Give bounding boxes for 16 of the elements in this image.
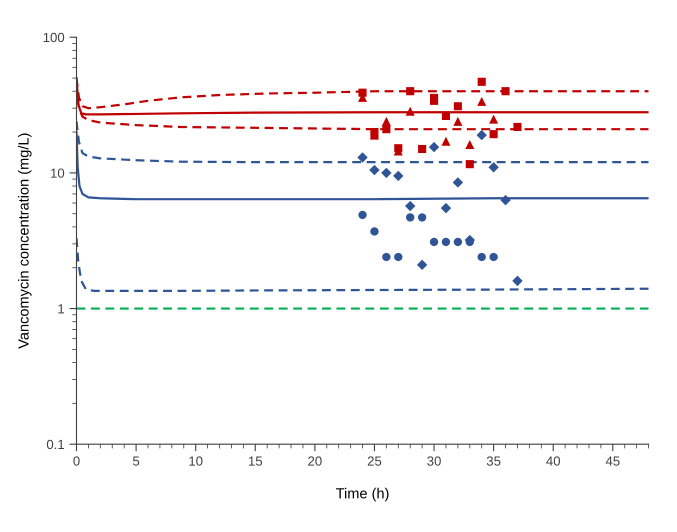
y-tick-label: 10	[51, 168, 64, 178]
x-axis-title: Time (h)	[336, 488, 388, 502]
x-tick-label: 35	[486, 456, 500, 466]
x-tick-label: 15	[248, 456, 262, 466]
x-tick-label: 45	[606, 456, 620, 466]
y-tick-label: 100	[44, 32, 64, 42]
y-axis-title: Vancomycin concentration (mg/L)	[18, 134, 32, 349]
x-tick-label: 25	[368, 456, 382, 466]
x-tick-label: 5	[132, 456, 140, 466]
x-tick-label: 10	[189, 456, 203, 466]
x-tick-label: 20	[308, 456, 322, 466]
x-tick-label: 40	[546, 456, 560, 466]
y-tick-label: 0.1	[46, 440, 64, 450]
y-tick-label: 1	[58, 304, 64, 314]
x-tick-label: 30	[427, 456, 441, 466]
x-tick-label: 0	[73, 456, 80, 466]
